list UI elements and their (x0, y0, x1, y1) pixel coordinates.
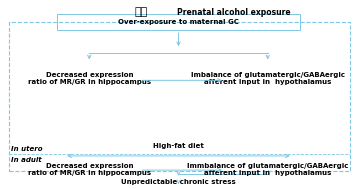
Text: Decreased expression
ratio of MR/GR in hippocampus: Decreased expression ratio of MR/GR in h… (28, 72, 151, 85)
Text: Unpredictable chronic stress: Unpredictable chronic stress (121, 179, 236, 185)
Text: Prenatal alcohol exposure: Prenatal alcohol exposure (177, 8, 290, 17)
Text: Over-exposure to maternal GC: Over-exposure to maternal GC (118, 19, 239, 25)
Text: Immbalance of glutamatergic/GABAergic
afferent input in  hypothalamus: Immbalance of glutamatergic/GABAergic af… (187, 163, 348, 177)
Text: 🍺🍺: 🍺🍺 (134, 7, 148, 17)
Text: In utero: In utero (11, 146, 42, 152)
Text: Decreased expression
ratio of MR/GR in hippocampus: Decreased expression ratio of MR/GR in h… (28, 163, 151, 177)
Text: High-fat diet: High-fat diet (153, 143, 204, 149)
Text: In adult: In adult (11, 157, 41, 163)
Text: Imbalance of glutamatergic/GABAergic
afferent input in  hypothalamus: Imbalance of glutamatergic/GABAergic aff… (191, 72, 345, 85)
